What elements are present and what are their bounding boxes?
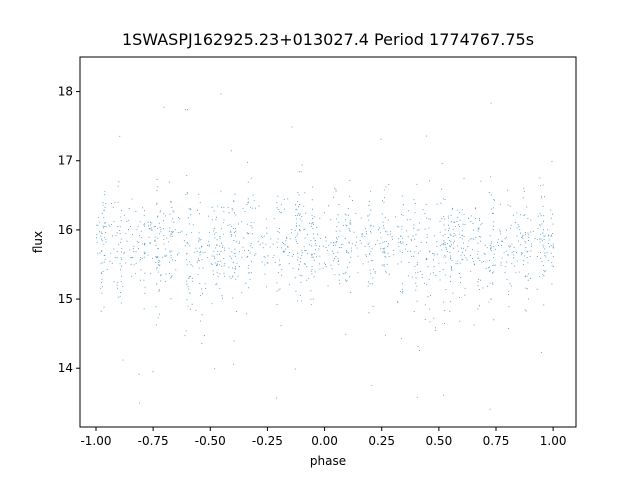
x-tick-label: -0.25 bbox=[252, 434, 283, 448]
x-tick-label: 0.50 bbox=[425, 434, 452, 448]
y-tick-label: 17 bbox=[58, 154, 73, 168]
x-axis-ticks: -1.00 -0.75 -0.50 -0.25 0.00 0.25 0.50 0.75 1.00 bbox=[80, 427, 567, 448]
x-tick-label: 1.00 bbox=[540, 434, 567, 448]
x-tick-label: 0.75 bbox=[483, 434, 510, 448]
x-tick-label: 0.00 bbox=[311, 434, 338, 448]
x-axis-label: phase bbox=[309, 454, 347, 468]
y-axis-label: flux bbox=[31, 230, 45, 254]
y-tick-label: 18 bbox=[58, 85, 73, 99]
y-tick-label: 16 bbox=[58, 223, 73, 237]
y-tick-label: 14 bbox=[58, 361, 73, 375]
y-axis-ticks: 14 15 16 17 18 bbox=[58, 85, 80, 375]
plot-frame bbox=[79, 56, 577, 428]
x-tick-label: -1.00 bbox=[80, 434, 111, 448]
y-tick-label: 15 bbox=[58, 292, 73, 306]
x-tick-label: 0.25 bbox=[368, 434, 395, 448]
x-tick-label: -0.75 bbox=[138, 434, 169, 448]
x-tick-label: -0.50 bbox=[195, 434, 226, 448]
chart-title: 1SWASPJ162925.23+013027.4 Period 1774767… bbox=[121, 30, 535, 49]
